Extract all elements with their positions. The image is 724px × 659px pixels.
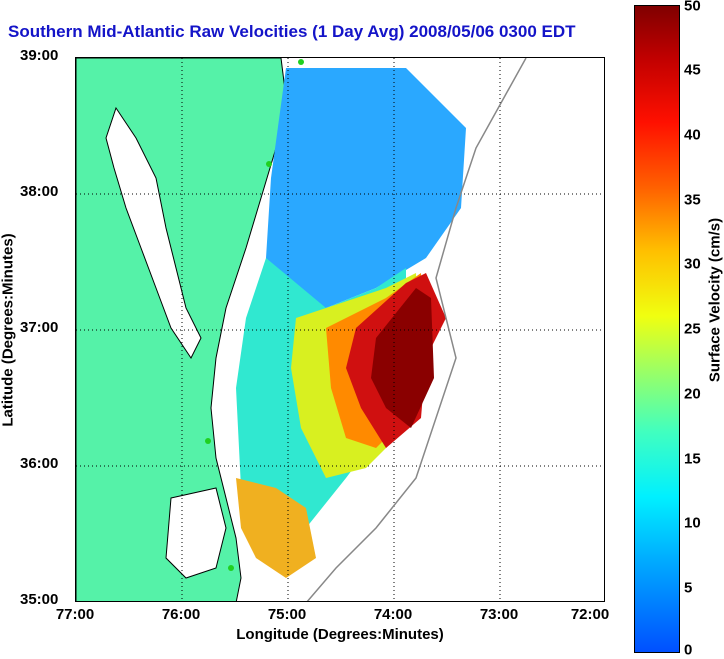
velocity-field-low <box>266 68 466 318</box>
colorbar-tick: 40 <box>684 126 701 144</box>
station-marker <box>205 438 211 444</box>
colorbar <box>634 5 680 653</box>
pamlico-sound <box>165 487 227 579</box>
x-tick-label: 72:00 <box>570 606 610 623</box>
velocity-field-south <box>236 478 316 578</box>
colorbar-tick: 15 <box>684 450 701 468</box>
y-tick-label: 39:00 <box>20 47 59 64</box>
grid-lines <box>76 58 604 601</box>
y-tick-label: 38:00 <box>20 183 59 200</box>
shelf-contour <box>306 58 527 601</box>
colorbar-tick: 10 <box>684 514 701 532</box>
colorbar-tick: 0 <box>684 641 693 659</box>
x-tick-label: 75:00 <box>267 606 307 623</box>
station-marker <box>266 161 272 167</box>
colorbar-tick: 50 <box>684 0 701 15</box>
colorbar-tick: 5 <box>684 579 693 597</box>
station-marker <box>298 59 304 65</box>
colorbar-tick: 35 <box>684 191 701 209</box>
y-tick-label: 36:00 <box>20 455 59 472</box>
y-axis-label: Latitude (Degrees:Minutes) <box>0 233 17 427</box>
colorbar-label: Surface Velocity (cm/s) <box>706 217 724 383</box>
chesapeake-bay <box>105 106 202 359</box>
map-plot-area <box>75 57 605 602</box>
x-tick-label: 77:00 <box>55 606 95 623</box>
station-marker <box>228 565 234 571</box>
map-svg <box>76 58 604 601</box>
colorbar-tick: 45 <box>684 61 701 79</box>
x-tick-label: 74:00 <box>373 606 413 623</box>
x-tick-label: 73:00 <box>479 606 519 623</box>
map-title: Southern Mid-Atlantic Raw Velocities (1 … <box>8 22 576 41</box>
x-axis-label: Longitude (Degrees:Minutes) <box>236 626 444 643</box>
colorbar-tick: 30 <box>684 255 701 273</box>
colorbar-tick: 25 <box>684 320 701 338</box>
x-tick-label: 76:00 <box>161 606 201 623</box>
y-tick-label: 35:00 <box>20 591 59 608</box>
velocity-field-darkred <box>371 288 434 428</box>
colorbar-tick: 20 <box>684 385 701 403</box>
y-tick-label: 37:00 <box>20 319 59 336</box>
